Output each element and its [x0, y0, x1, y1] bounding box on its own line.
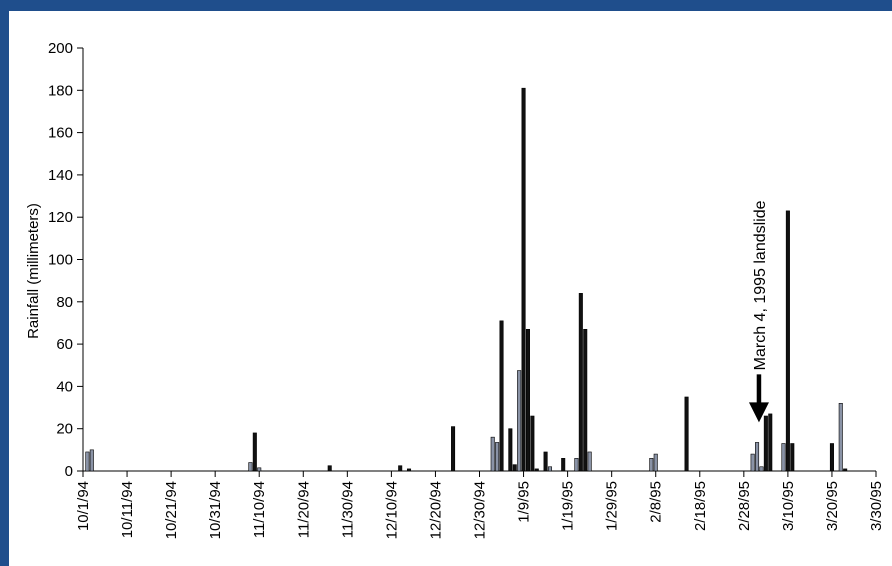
- y-tick-label: 200: [48, 40, 73, 57]
- x-tick-label: 2/8/95: [648, 481, 665, 523]
- x-tick-label: 1/29/95: [604, 481, 621, 531]
- bar: [451, 426, 456, 472]
- bar: [547, 466, 553, 472]
- chart-frame: 0 20 40 60 80 100 120 140 160 180 200 10/1/94 10/11…: [9, 11, 892, 566]
- bar: [252, 432, 257, 472]
- x-tick-label: 3/10/95: [780, 481, 797, 531]
- x-tick-label: 11/30/94: [339, 481, 356, 538]
- bar: [759, 466, 764, 472]
- x-tick-label: 10/31/94: [207, 481, 224, 539]
- x-axis: 10/1/94 10/11/94 10/21/94 10/31/94 11/10/94 1…: [75, 470, 885, 539]
- y-tick-label: 80: [56, 294, 73, 311]
- bar: [499, 320, 504, 472]
- bars: [85, 87, 848, 472]
- landslide-annotation: March 4, 1995 landslide: [748, 200, 769, 423]
- bar: [85, 451, 90, 472]
- x-tick-label: 12/20/94: [427, 481, 444, 539]
- y-axis: 0 20 40 60 80 100 120 140 160 180 200: [48, 40, 84, 480]
- x-tick-label: 11/20/94: [295, 481, 312, 538]
- bar: [512, 464, 517, 472]
- bar: [89, 449, 94, 472]
- x-tick-label: 12/10/94: [383, 481, 400, 539]
- x-tick-label: 1/9/95: [516, 481, 533, 523]
- bar: [495, 442, 500, 472]
- bar: [530, 415, 535, 472]
- bar: [583, 328, 588, 472]
- x-tick-label: 10/21/94: [163, 481, 180, 539]
- bar: [521, 87, 526, 472]
- bar: [587, 451, 592, 472]
- bar: [785, 210, 790, 472]
- bar: [490, 436, 495, 472]
- bar: [750, 453, 755, 472]
- bar: [508, 428, 513, 472]
- bar: [763, 415, 768, 472]
- bar: [578, 293, 583, 472]
- y-tick-label: 60: [56, 336, 73, 353]
- x-tick-label: 2/28/95: [736, 481, 753, 531]
- bar: [561, 458, 566, 472]
- x-tick-label: 2/18/95: [692, 481, 709, 531]
- y-tick-label: 20: [56, 421, 73, 438]
- annotation-arrow-head: [748, 402, 769, 423]
- x-tick-label: 1/19/95: [560, 481, 577, 531]
- bar: [768, 413, 773, 472]
- bar: [649, 458, 654, 472]
- y-tick-label: 0: [65, 463, 73, 480]
- bar: [684, 396, 689, 472]
- bar: [534, 468, 539, 472]
- bar: [543, 451, 548, 472]
- bar: [574, 458, 579, 472]
- bar: [525, 328, 530, 472]
- bar: [653, 453, 658, 472]
- rainfall-bar-chart: 0 20 40 60 80 100 120 140 160 180 200 10/1/94 10/11…: [25, 40, 885, 539]
- bar: [327, 465, 332, 472]
- bar: [829, 443, 834, 472]
- y-tick-label: 180: [48, 82, 73, 99]
- bar: [398, 465, 403, 472]
- x-tick-label: 10/1/94: [75, 481, 92, 531]
- y-tick-label: 40: [56, 378, 73, 395]
- y-tick-label: 160: [48, 125, 73, 142]
- y-tick-label: 100: [48, 252, 73, 269]
- bar: [838, 403, 843, 472]
- bar: [781, 443, 786, 472]
- y-axis-title: Rainfall (millimeters): [25, 203, 42, 339]
- bar: [843, 468, 848, 472]
- bar: [517, 370, 522, 472]
- x-tick-label: 11/10/94: [251, 481, 268, 538]
- y-tick-label: 140: [48, 167, 73, 184]
- x-tick-label: 3/30/95: [868, 481, 885, 531]
- bar: [755, 442, 760, 472]
- x-tick-label: 10/11/94: [119, 481, 136, 538]
- annotation-label: March 4, 1995 landslide: [752, 200, 769, 370]
- x-tick-label: 3/20/95: [824, 481, 841, 531]
- x-tick-label: 12/30/94: [472, 481, 489, 539]
- bar: [248, 462, 253, 472]
- bar: [406, 468, 412, 472]
- bar: [257, 467, 262, 472]
- y-tick-label: 120: [48, 209, 73, 226]
- bar: [790, 443, 795, 472]
